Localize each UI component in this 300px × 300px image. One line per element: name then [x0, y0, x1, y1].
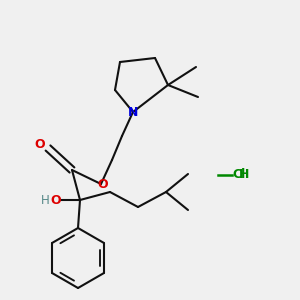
Text: O: O [51, 194, 61, 206]
Text: O: O [98, 178, 108, 190]
Text: H: H [239, 169, 249, 182]
Text: O: O [35, 139, 45, 152]
Text: N: N [128, 106, 138, 118]
Text: H: H [40, 194, 50, 206]
Text: Cl: Cl [232, 169, 245, 182]
